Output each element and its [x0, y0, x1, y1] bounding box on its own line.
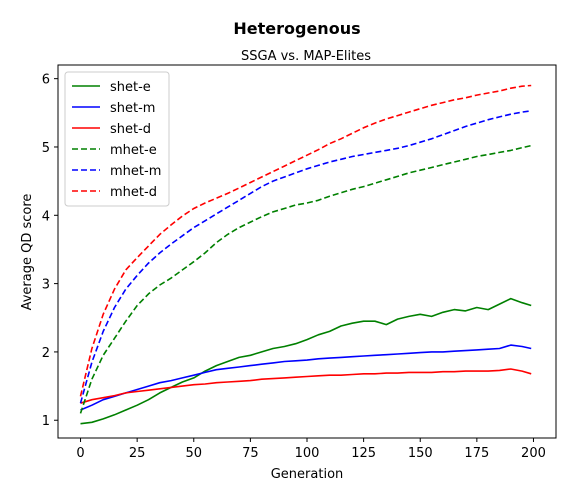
y-tick-label: 6 [42, 73, 50, 88]
chart-title: Heterogenous [233, 19, 360, 38]
plot-area [79, 84, 532, 425]
x-axis: 0 25 50 75 100 125 150 175 200 [76, 438, 546, 461]
y-axis: 1 2 3 4 5 6 [42, 73, 58, 429]
x-tick-label: 25 [129, 446, 146, 461]
x-tick-label: 125 [351, 446, 376, 461]
y-tick-label: 5 [42, 141, 50, 156]
legend: shet-e shet-m shet-d mhet-e mhet-m mhet-d [64, 71, 170, 207]
legend-label-mhet-e: mhet-e [110, 143, 157, 158]
x-tick-label: 200 [521, 446, 546, 461]
y-tick-label: 1 [42, 414, 50, 429]
series-line-mhet-m [79, 110, 532, 404]
x-tick-label: 75 [242, 446, 259, 461]
legend-label-shet-m: shet-m [110, 101, 155, 116]
y-tick-label: 2 [42, 346, 50, 361]
chart-subtitle: SSGA vs. MAP-Elites [241, 49, 371, 64]
y-tick-label: 3 [42, 278, 50, 293]
series-line-shet-e [80, 297, 532, 425]
x-axis-label: Generation [271, 467, 344, 482]
series-line-mhet-e [79, 144, 532, 414]
x-tick-label: 150 [408, 446, 433, 461]
y-tick-label: 4 [42, 209, 50, 224]
series-line-shet-d [80, 368, 532, 404]
x-tick-label: 50 [185, 446, 202, 461]
legend-label-shet-d: shet-d [110, 122, 151, 137]
y-axis-label: Average QD score [20, 194, 35, 311]
x-tick-label: 100 [295, 446, 320, 461]
series-line-mhet-d [79, 84, 532, 397]
legend-box [64, 71, 170, 207]
legend-label-shet-e: shet-e [110, 80, 151, 95]
x-tick-label: 0 [76, 446, 84, 461]
legend-label-mhet-d: mhet-d [110, 185, 157, 200]
series-line-shet-m [80, 344, 532, 411]
x-tick-label: 175 [464, 446, 489, 461]
legend-label-mhet-m: mhet-m [110, 164, 161, 179]
